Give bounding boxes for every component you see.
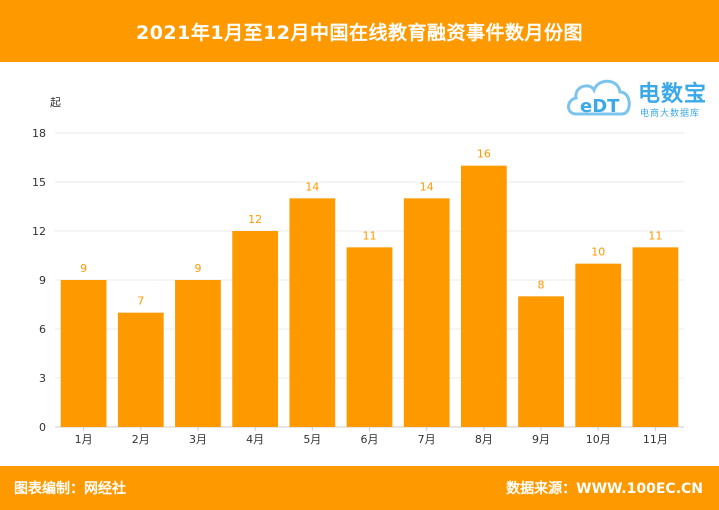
- x-tick-label: 10月: [586, 433, 611, 446]
- bar-value-label: 14: [420, 180, 434, 193]
- bar: [289, 198, 336, 427]
- bar: [403, 198, 450, 427]
- bar: [232, 231, 279, 427]
- bar-chart: 0 3 6 9 12 15 18 起 9 1月 7 2月 9 3月 12 4月 14 5月 11 6月 14 7月 16 8月…: [32, 96, 684, 446]
- bar: [117, 312, 164, 427]
- edt-logo: eDT 电数宝 电商大数据库: [566, 70, 716, 126]
- y-tick-label: 15: [32, 176, 46, 189]
- y-tick-label: 18: [32, 127, 46, 140]
- y-tick-label: 0: [39, 421, 46, 434]
- bar-value-label: 10: [591, 246, 605, 259]
- x-tick-label: 11月: [643, 433, 668, 446]
- bar: [575, 263, 622, 427]
- logo-mark-text: eDT: [580, 96, 620, 117]
- x-tick-label: 9月: [532, 433, 550, 446]
- y-axis-unit-label: 起: [50, 96, 61, 109]
- bar: [346, 247, 393, 427]
- bar: [175, 280, 221, 427]
- x-tick-label: 7月: [418, 433, 436, 446]
- x-tick-label: 4月: [246, 433, 264, 446]
- bar-value-label: 7: [137, 295, 144, 308]
- header-bar: 2021年1月至12月中国在线教育融资事件数月份图: [0, 0, 719, 62]
- footer-bar: 图表编制：网经社 数据来源：WWW.100EC.CN: [0, 466, 719, 510]
- x-tick-label: 2月: [132, 433, 150, 446]
- bar-value-label: 9: [80, 262, 87, 275]
- x-tick-label: 1月: [75, 433, 93, 446]
- cloud-logo-icon: eDT: [567, 79, 631, 117]
- logo-main-text: 电数宝: [638, 82, 708, 107]
- x-tick-label: 6月: [361, 433, 379, 446]
- bar-value-label: 8: [538, 278, 545, 291]
- y-tick-label: 6: [39, 323, 46, 336]
- x-tick-label: 8月: [475, 433, 493, 446]
- page-title: 2021年1月至12月中国在线教育融资事件数月份图: [135, 21, 584, 44]
- y-tick-label: 12: [32, 225, 46, 238]
- bar: [518, 296, 564, 427]
- footer-credit: 图表编制：网经社: [14, 481, 126, 497]
- bar-value-label: 12: [248, 213, 262, 226]
- bar-value-label: 14: [305, 180, 319, 193]
- bar-value-label: 11: [363, 229, 377, 242]
- bar: [460, 165, 507, 427]
- y-tick-label: 3: [39, 372, 46, 385]
- logo-sub-text: 电商大数据库: [640, 109, 701, 119]
- bar: [632, 247, 679, 427]
- bar-value-label: 16: [477, 148, 491, 161]
- bar-value-label: 11: [648, 229, 662, 242]
- y-tick-label: 9: [39, 274, 46, 287]
- bar: [60, 280, 107, 427]
- x-tick-label: 5月: [303, 433, 321, 446]
- footer-source: 数据来源：WWW.100EC.CN: [506, 481, 703, 497]
- bar-value-label: 9: [194, 262, 201, 275]
- x-tick-label: 3月: [189, 433, 207, 446]
